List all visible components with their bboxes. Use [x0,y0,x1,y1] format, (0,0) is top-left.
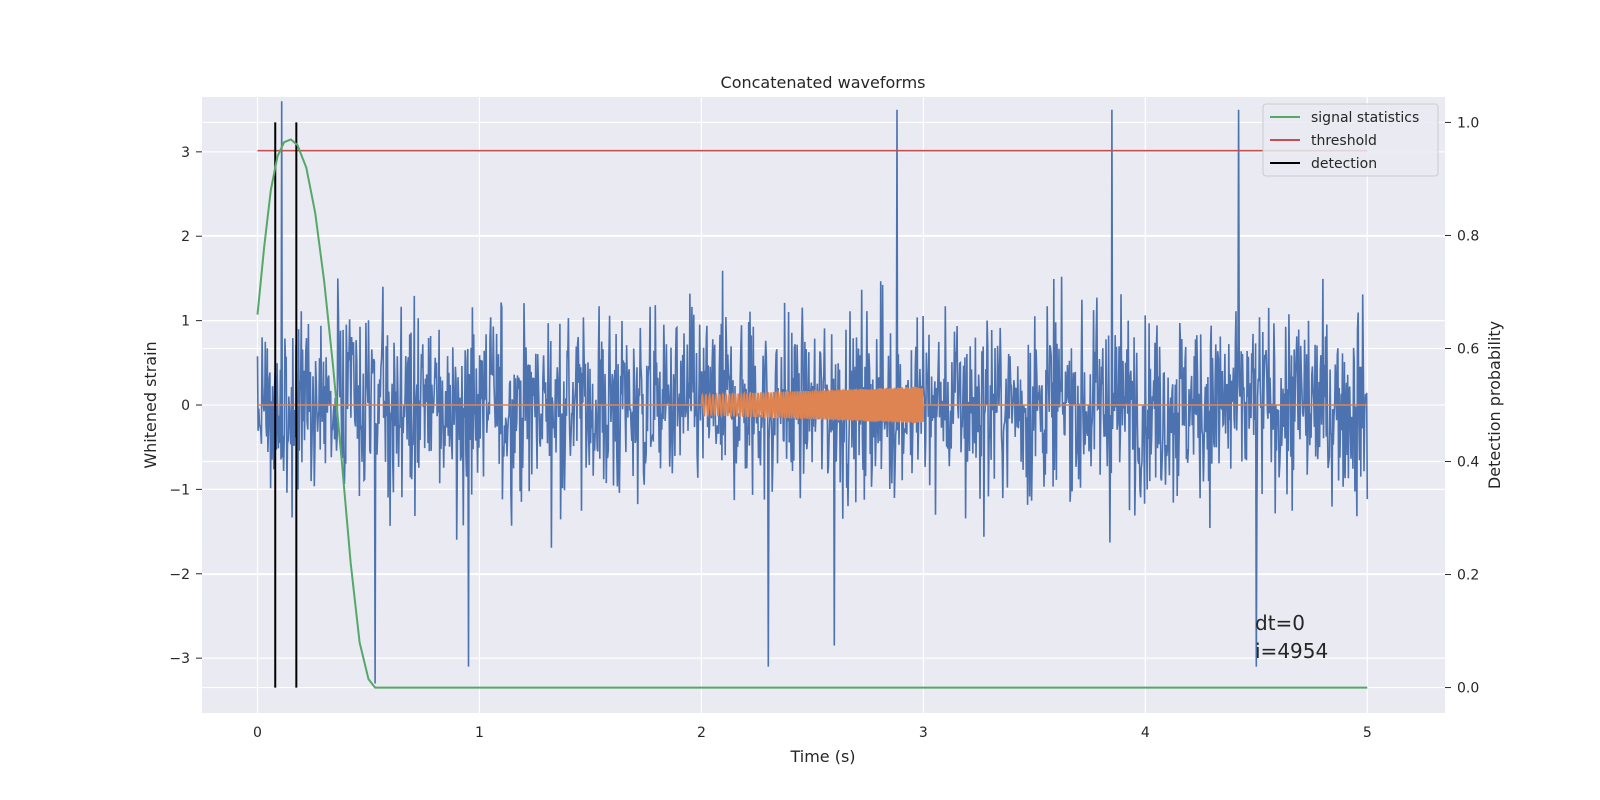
chirp-waveform-line [257,386,1368,424]
data-layer [256,101,1369,689]
y2-tick-label: 1.0 [1457,115,1479,131]
y-axis-label: Whitened strain [141,341,160,468]
y2-axis-label: Detection probability [1485,321,1504,489]
legend-label-2: detection [1311,156,1377,172]
chart-title: Concatenated waveforms [721,73,926,92]
x-tick-label: 3 [919,725,928,741]
legend-box [1262,103,1439,177]
y2-tick-label: 0.6 [1457,341,1479,357]
y2-tick-label: 0.2 [1457,568,1479,584]
annotation-index: i=4954 [1255,639,1328,663]
y-tick-label: 2 [181,229,190,245]
annotation-dt: dt=0 [1255,611,1305,635]
y-tick-label: 3 [181,145,190,161]
y2-tick-label: 0.0 [1457,681,1479,697]
y2-tick-label: 0.4 [1457,455,1479,471]
x-tick-label: 5 [1363,725,1372,741]
x-tick-label: 2 [697,725,706,741]
x-tick-label: 1 [475,725,484,741]
y-tick-label: −3 [169,651,190,667]
y-tick-label: −1 [169,482,190,498]
x-tick-label: 4 [1141,725,1150,741]
legend: signal statistics threshold detection [1262,103,1439,177]
y-tick-label: 1 [181,314,190,330]
tick-labels: 0 1 2 3 4 5 3 2 1 0 −1 −2 −3 1.0 0.8 0.6 0.4 0.2 0.0 [169,115,1479,741]
x-axis-label: Time (s) [789,747,855,766]
legend-label-1: threshold [1311,133,1377,149]
y-tick-label: 0 [181,398,190,414]
signal-statistics-line [256,138,1368,689]
legend-label-0: signal statistics [1311,110,1419,126]
y2-tick-label: 0.8 [1457,228,1479,244]
strain-noise-line [256,101,1369,684]
y-tick-label: −2 [169,567,190,583]
x-tick-label: 0 [253,725,262,741]
